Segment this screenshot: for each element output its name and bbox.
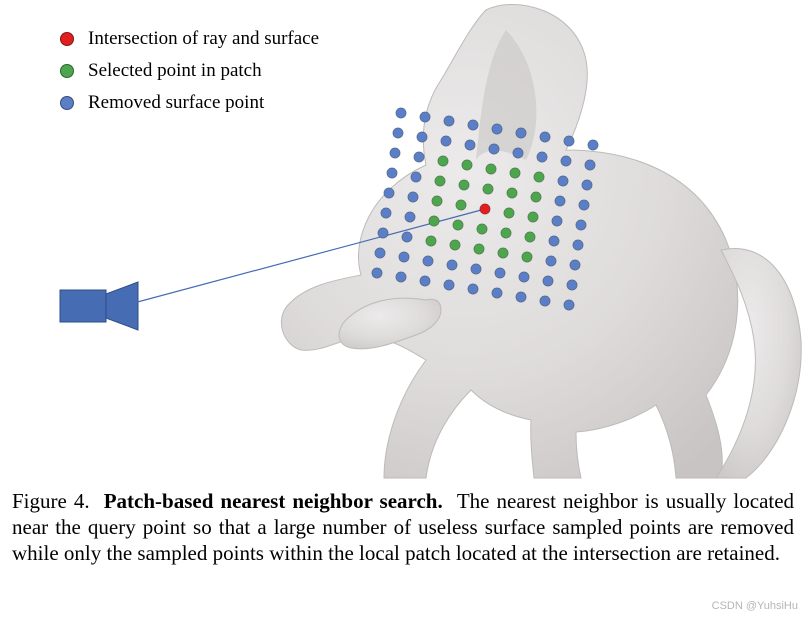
removed-point	[555, 196, 565, 206]
legend-item-selected: Selected point in patch	[60, 60, 319, 82]
removed-point	[543, 276, 553, 286]
figure-area: Intersection of ray and surface Selected…	[0, 0, 806, 480]
removed-point	[564, 300, 574, 310]
removed-point	[540, 296, 550, 306]
removed-point	[561, 156, 571, 166]
removed-point	[582, 180, 592, 190]
selected-point	[477, 224, 487, 234]
removed-point	[390, 148, 400, 158]
removed-point	[468, 120, 478, 130]
removed-point	[573, 240, 583, 250]
selected-point	[429, 216, 439, 226]
removed-point	[519, 272, 529, 282]
removed-point	[564, 136, 574, 146]
removed-point	[567, 280, 577, 290]
legend-label: Removed surface point	[88, 92, 264, 114]
legend-item-removed: Removed surface point	[60, 92, 319, 114]
removed-point	[396, 108, 406, 118]
figure-caption: Figure 4. Patch-based nearest neighbor s…	[12, 488, 794, 566]
selected-point	[474, 244, 484, 254]
removed-point	[414, 152, 424, 162]
selected-point	[525, 232, 535, 242]
removed-point	[516, 128, 526, 138]
legend-dot-removed	[60, 96, 74, 110]
selected-point	[459, 180, 469, 190]
removed-point	[495, 268, 505, 278]
removed-point	[423, 256, 433, 266]
removed-point	[465, 140, 475, 150]
removed-point	[546, 256, 556, 266]
removed-point	[540, 132, 550, 142]
removed-point	[378, 228, 388, 238]
selected-point	[450, 240, 460, 250]
selected-point	[426, 236, 436, 246]
removed-point	[417, 132, 427, 142]
removed-point	[408, 192, 418, 202]
removed-point	[549, 236, 559, 246]
selected-point	[534, 172, 544, 182]
selected-point	[486, 164, 496, 174]
removed-point	[576, 220, 586, 230]
removed-point	[396, 272, 406, 282]
removed-point	[405, 212, 415, 222]
removed-point	[516, 292, 526, 302]
watermark: CSDN @YuhsiHu	[712, 600, 798, 612]
selected-point	[462, 160, 472, 170]
removed-point	[372, 268, 382, 278]
intersection-point	[480, 204, 490, 214]
legend-dot-intersection	[60, 32, 74, 46]
removed-point	[492, 124, 502, 134]
removed-point	[375, 248, 385, 258]
removed-point	[570, 260, 580, 270]
selected-point	[504, 208, 514, 218]
removed-point	[441, 136, 451, 146]
removed-point	[492, 288, 502, 298]
selected-point	[456, 200, 466, 210]
removed-point	[444, 116, 454, 126]
selected-point	[531, 192, 541, 202]
selected-point	[435, 176, 445, 186]
removed-point	[384, 188, 394, 198]
selected-point	[432, 196, 442, 206]
legend-item-intersection: Intersection of ray and surface	[60, 28, 319, 50]
removed-point	[513, 148, 523, 158]
legend: Intersection of ray and surface Selected…	[60, 28, 319, 124]
selected-point	[498, 248, 508, 258]
selected-point	[483, 184, 493, 194]
selected-point	[438, 156, 448, 166]
selected-point	[453, 220, 463, 230]
legend-dot-selected	[60, 64, 74, 78]
removed-point	[447, 260, 457, 270]
removed-point	[420, 276, 430, 286]
removed-point	[579, 200, 589, 210]
removed-point	[552, 216, 562, 226]
removed-point	[393, 128, 403, 138]
removed-point	[402, 232, 412, 242]
removed-point	[387, 168, 397, 178]
removed-point	[471, 264, 481, 274]
removed-point	[420, 112, 430, 122]
removed-point	[399, 252, 409, 262]
caption-title: Patch-based nearest neighbor search.	[104, 489, 443, 513]
selected-point	[528, 212, 538, 222]
removed-point	[411, 172, 421, 182]
removed-point	[585, 160, 595, 170]
removed-point	[588, 140, 598, 150]
caption-label: Figure 4.	[12, 489, 90, 513]
selected-point	[507, 188, 517, 198]
removed-point	[558, 176, 568, 186]
legend-label: Selected point in patch	[88, 60, 262, 82]
selected-point	[522, 252, 532, 262]
removed-point	[537, 152, 547, 162]
selected-point	[510, 168, 520, 178]
removed-point	[444, 280, 454, 290]
removed-point	[489, 144, 499, 154]
selected-point	[501, 228, 511, 238]
removed-point	[381, 208, 391, 218]
removed-point	[468, 284, 478, 294]
legend-label: Intersection of ray and surface	[88, 28, 319, 50]
